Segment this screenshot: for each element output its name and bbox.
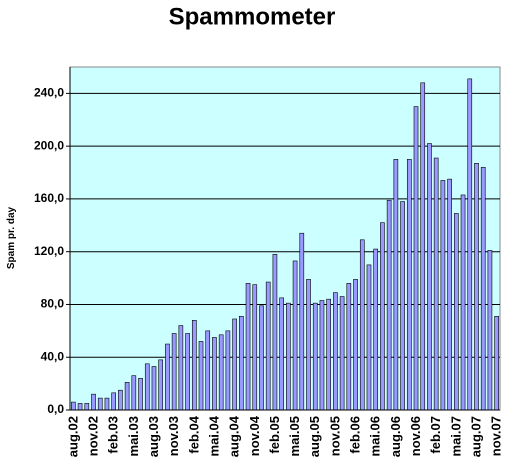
bar bbox=[359, 239, 365, 411]
bar bbox=[339, 296, 345, 411]
x-tick-label: feb.05 bbox=[267, 416, 282, 454]
x-tick-label: mai.03 bbox=[126, 416, 141, 456]
x-tick-label: nov.02 bbox=[86, 416, 101, 456]
bar bbox=[111, 392, 116, 411]
x-tick-label: aug.06 bbox=[388, 416, 403, 457]
bar bbox=[118, 389, 123, 411]
y-tick-label: 240,0 bbox=[34, 86, 64, 100]
bar bbox=[312, 302, 318, 411]
bar bbox=[151, 366, 157, 411]
bar bbox=[138, 378, 143, 411]
bar bbox=[185, 333, 190, 411]
bar bbox=[165, 343, 170, 411]
bar bbox=[393, 159, 399, 411]
bar bbox=[433, 157, 439, 411]
x-tick-label: aug.07 bbox=[468, 416, 483, 457]
bar bbox=[454, 213, 459, 411]
bar bbox=[71, 401, 76, 411]
bar bbox=[373, 248, 379, 411]
bar bbox=[292, 260, 298, 411]
x-tick-label: aug.03 bbox=[146, 416, 161, 457]
bar bbox=[420, 82, 426, 411]
y-tick-label: 40,0 bbox=[41, 349, 65, 363]
x-tick-label: mai.04 bbox=[206, 415, 221, 456]
x-tick-label: nov.06 bbox=[408, 416, 423, 456]
bar bbox=[460, 194, 466, 411]
bar bbox=[84, 403, 90, 411]
y-tick-label: 160,0 bbox=[34, 191, 64, 205]
bar bbox=[286, 302, 291, 411]
bar bbox=[366, 264, 372, 411]
x-tick-label: aug.05 bbox=[307, 416, 322, 457]
bar bbox=[265, 281, 271, 411]
bar bbox=[239, 316, 244, 411]
bar bbox=[494, 316, 499, 411]
bar bbox=[346, 283, 352, 411]
x-tick-label: nov.05 bbox=[327, 416, 342, 456]
y-tick-label: 80,0 bbox=[41, 297, 65, 311]
bar bbox=[198, 341, 204, 411]
x-tick-label: feb.04 bbox=[186, 415, 201, 453]
bar bbox=[480, 166, 486, 411]
bar bbox=[467, 78, 473, 411]
bar bbox=[447, 178, 452, 411]
bar bbox=[319, 300, 325, 411]
bar bbox=[97, 397, 103, 411]
bar bbox=[171, 333, 177, 411]
x-tick-label: aug.04 bbox=[227, 415, 242, 457]
bar bbox=[440, 180, 446, 411]
x-tick-label: mai.07 bbox=[448, 416, 463, 456]
x-tick-label: mai.05 bbox=[287, 416, 302, 456]
bar bbox=[178, 325, 184, 411]
bar bbox=[259, 305, 264, 411]
y-tick-label: 200,0 bbox=[34, 138, 64, 152]
x-tick-label: mai.06 bbox=[368, 416, 383, 456]
bar bbox=[380, 222, 385, 411]
bar bbox=[252, 284, 258, 411]
bar bbox=[77, 403, 83, 411]
bar bbox=[400, 201, 405, 411]
x-tick-label: nov.03 bbox=[166, 416, 181, 456]
bar bbox=[427, 143, 432, 411]
bar bbox=[131, 375, 137, 411]
chart-title: Spammometer bbox=[169, 3, 336, 30]
bar bbox=[225, 330, 231, 411]
bar bbox=[272, 254, 278, 411]
bar bbox=[487, 250, 493, 411]
x-tick-label: nov.07 bbox=[489, 416, 504, 456]
bar bbox=[386, 199, 392, 411]
bar bbox=[474, 163, 479, 411]
x-tick-label: aug.02 bbox=[65, 416, 80, 457]
y-tick-label: 120,0 bbox=[34, 244, 64, 258]
bar bbox=[205, 330, 211, 411]
bar bbox=[104, 397, 110, 411]
bar bbox=[218, 334, 224, 411]
bar bbox=[406, 159, 412, 411]
bar bbox=[279, 297, 284, 411]
x-tick-label: nov.04 bbox=[247, 415, 262, 456]
bar bbox=[212, 337, 217, 411]
y-tick-label: 0,0 bbox=[47, 402, 64, 416]
y-axis-label: Spam pr. day bbox=[6, 206, 17, 269]
bar bbox=[232, 318, 237, 411]
bar bbox=[144, 363, 150, 411]
bar bbox=[124, 381, 130, 411]
bar bbox=[91, 393, 96, 411]
bar bbox=[413, 106, 419, 411]
x-tick-label: feb.07 bbox=[428, 416, 443, 454]
x-tick-label: feb.06 bbox=[348, 416, 363, 454]
bar bbox=[299, 232, 305, 411]
x-tick-label: feb.03 bbox=[106, 416, 121, 454]
bar bbox=[306, 279, 311, 411]
bar bbox=[353, 279, 358, 411]
bar bbox=[245, 283, 251, 411]
bar bbox=[326, 298, 331, 411]
bar bbox=[158, 359, 164, 411]
bar bbox=[191, 319, 197, 411]
bar bbox=[333, 292, 338, 411]
